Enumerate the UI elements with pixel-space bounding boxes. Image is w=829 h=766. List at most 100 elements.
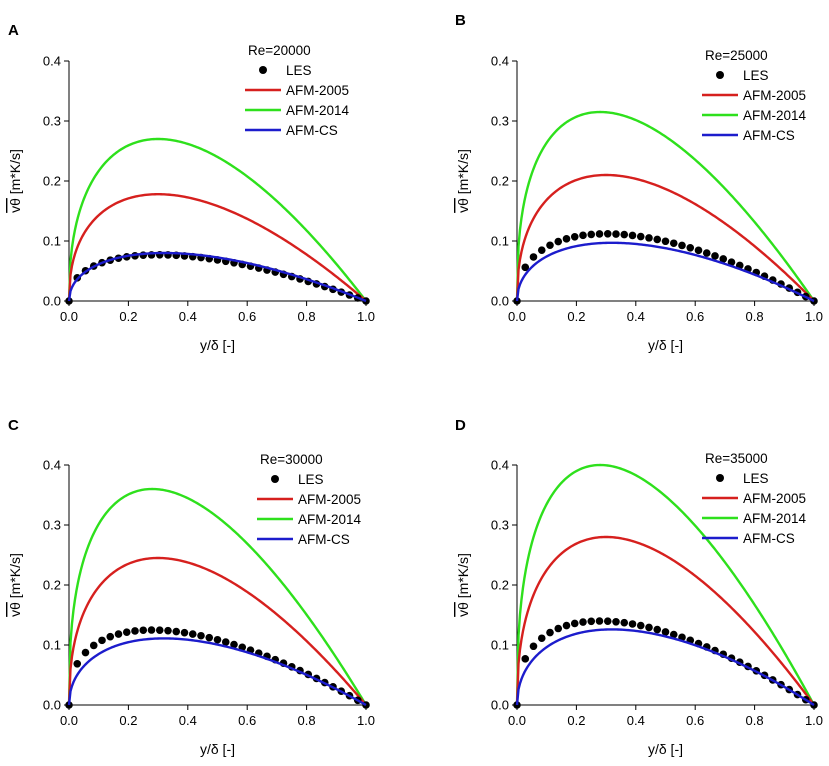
les-data-point bbox=[579, 618, 587, 626]
y-axis-title-unit: [m*K/s] bbox=[455, 149, 471, 198]
les-data-point bbox=[81, 648, 90, 657]
les-data-point bbox=[612, 617, 620, 626]
y-axis-title-text: vθ [m*K/s] bbox=[455, 149, 471, 213]
les-data-point bbox=[645, 234, 653, 242]
les-data-point bbox=[587, 617, 596, 626]
legend-title: Re=30000 bbox=[260, 452, 323, 467]
les-data-point bbox=[131, 627, 139, 635]
les-data-point bbox=[537, 246, 546, 254]
les-data-point bbox=[719, 255, 728, 263]
les-data-point bbox=[139, 626, 148, 635]
y-tick-label: 0.4 bbox=[491, 458, 509, 473]
x-tick-label: 0.2 bbox=[567, 713, 585, 728]
les-data-point bbox=[221, 638, 230, 646]
x-tick-label: 0.0 bbox=[60, 713, 78, 728]
legend-label: AFM-CS bbox=[298, 532, 350, 547]
y-axis-title-unit: [m*K/s] bbox=[7, 553, 23, 602]
les-data-point bbox=[197, 631, 205, 640]
les-data-point bbox=[669, 239, 678, 248]
x-tick-label: 0.4 bbox=[627, 309, 645, 324]
y-tick-label: 0.0 bbox=[43, 294, 61, 309]
y-tick-label: 0.4 bbox=[43, 458, 61, 473]
les-data-point bbox=[73, 659, 82, 668]
x-tick-label: 0.0 bbox=[508, 713, 526, 728]
panel-letter: B bbox=[455, 12, 466, 29]
legend-label: LES bbox=[743, 471, 769, 486]
les-data-point bbox=[645, 623, 653, 632]
series-line-afm-cs bbox=[515, 628, 815, 707]
les-data-point bbox=[595, 230, 604, 238]
les-data-point bbox=[628, 231, 637, 240]
les-data-point bbox=[230, 640, 238, 649]
les-data-point bbox=[686, 244, 695, 252]
series-les-markers bbox=[513, 230, 818, 305]
legend: Re=30000 LES AFM-2005 AFM-2014 AFM-CS bbox=[257, 452, 362, 547]
legend: Re=20000 LES AFM-2005 AFM-2014 AFM-CS bbox=[245, 43, 350, 138]
les-data-point bbox=[554, 624, 563, 633]
x-tick-label: 0.8 bbox=[298, 713, 316, 728]
legend-label: AFM-2014 bbox=[298, 512, 362, 527]
legend: Re=35000 LES AFM-2005 AFM-2014 AFM-CS bbox=[702, 451, 807, 546]
x-tick-label: 0.6 bbox=[686, 309, 704, 324]
les-data-point bbox=[628, 620, 637, 628]
les-data-point bbox=[529, 642, 538, 651]
x-axis-title: y/δ [-] bbox=[648, 741, 683, 757]
x-tick-label: 0.4 bbox=[627, 713, 645, 728]
les-data-point bbox=[205, 633, 214, 642]
les-data-point bbox=[122, 628, 131, 636]
les-data-point bbox=[570, 232, 579, 241]
panel-letter: D bbox=[455, 417, 466, 434]
series-line-afm-2005 bbox=[67, 556, 367, 706]
les-data-point bbox=[89, 641, 98, 650]
y-axis-title-text: vθ [m*K/s] bbox=[7, 553, 23, 617]
series-line-afm-2014 bbox=[67, 487, 368, 706]
legend-label: AFM-2005 bbox=[743, 491, 806, 506]
les-data-point bbox=[180, 628, 189, 637]
les-data-point bbox=[546, 241, 554, 250]
legend-title: Re=35000 bbox=[705, 451, 768, 466]
les-data-point bbox=[603, 230, 612, 238]
y-axis-title-symbol: vθ bbox=[455, 198, 471, 213]
chart-panel-d: D0.0 0.2 0.4 0.6 0.8 1.00.00.10.20.30.4y/δ [-… bbox=[455, 417, 823, 757]
series-line-afm-2005 bbox=[67, 192, 367, 302]
y-tick-label: 0.3 bbox=[491, 518, 509, 533]
x-tick-label: 0.4 bbox=[179, 309, 197, 324]
les-data-point bbox=[554, 237, 563, 246]
legend-marker-les bbox=[716, 71, 724, 79]
series-line-afm-cs bbox=[67, 637, 367, 707]
x-axis-title: y/δ [-] bbox=[200, 741, 235, 757]
les-data-point bbox=[172, 627, 181, 636]
legend-label: AFM-2005 bbox=[298, 492, 361, 507]
legend-title: Re=25000 bbox=[705, 48, 768, 63]
les-data-point bbox=[147, 626, 156, 634]
legend-marker-les bbox=[271, 475, 279, 483]
legend-marker-les bbox=[716, 474, 724, 482]
les-data-point bbox=[636, 232, 645, 241]
x-tick-label: 0.6 bbox=[686, 713, 704, 728]
chart-panel-a: A0.0 0.2 0.4 0.6 0.8 1.00.00.10.20.30.4y/δ [-… bbox=[7, 22, 375, 353]
x-tick-label: 0.2 bbox=[567, 309, 585, 324]
legend-label: LES bbox=[286, 63, 312, 78]
y-axis-title: vθ [m*K/s] bbox=[455, 149, 471, 213]
les-data-point bbox=[620, 618, 629, 627]
x-tick-label: 0.0 bbox=[60, 309, 78, 324]
les-data-point bbox=[570, 619, 579, 628]
les-data-point bbox=[711, 252, 719, 260]
y-axis-title: vθ [m*K/s] bbox=[7, 149, 23, 213]
x-axis-title: y/δ [-] bbox=[648, 337, 683, 353]
chart-panel-b: B0.0 0.2 0.4 0.6 0.8 1.00.00.10.20.30.4y/δ [-… bbox=[455, 12, 823, 353]
x-tick-label: 1.0 bbox=[357, 309, 375, 324]
series-line-afm-2005 bbox=[515, 535, 815, 706]
les-data-point bbox=[164, 626, 172, 635]
les-data-point bbox=[188, 630, 197, 638]
y-tick-label: 0.1 bbox=[491, 638, 509, 653]
x-tick-label: 0.6 bbox=[238, 713, 256, 728]
legend-title: Re=20000 bbox=[248, 43, 311, 58]
legend: Re=25000 LES AFM-2005 AFM-2014 AFM-CS bbox=[702, 48, 807, 143]
les-data-point bbox=[595, 617, 604, 625]
les-data-point bbox=[603, 617, 612, 625]
x-tick-label: 0.4 bbox=[179, 713, 197, 728]
legend-label: AFM-2014 bbox=[743, 511, 807, 526]
les-data-point bbox=[727, 258, 736, 266]
x-tick-label: 0.2 bbox=[119, 309, 137, 324]
